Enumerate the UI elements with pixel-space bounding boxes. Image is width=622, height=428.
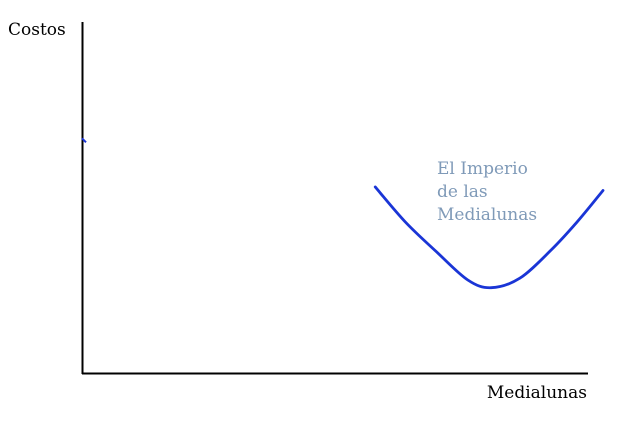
- series-label-line-2: de las: [437, 182, 488, 202]
- series-label-line-1: El Imperio: [437, 159, 528, 179]
- x-axis-label: Medialunas: [487, 383, 587, 403]
- series-label-line-3: Medialunas: [437, 205, 537, 225]
- series-label-imperio: El Imperio de las Medialunas: [437, 159, 537, 225]
- y-axis-marker: [81, 137, 87, 143]
- series-line-imperio: [373, 185, 605, 290]
- y-axis-label: Costos: [8, 20, 66, 40]
